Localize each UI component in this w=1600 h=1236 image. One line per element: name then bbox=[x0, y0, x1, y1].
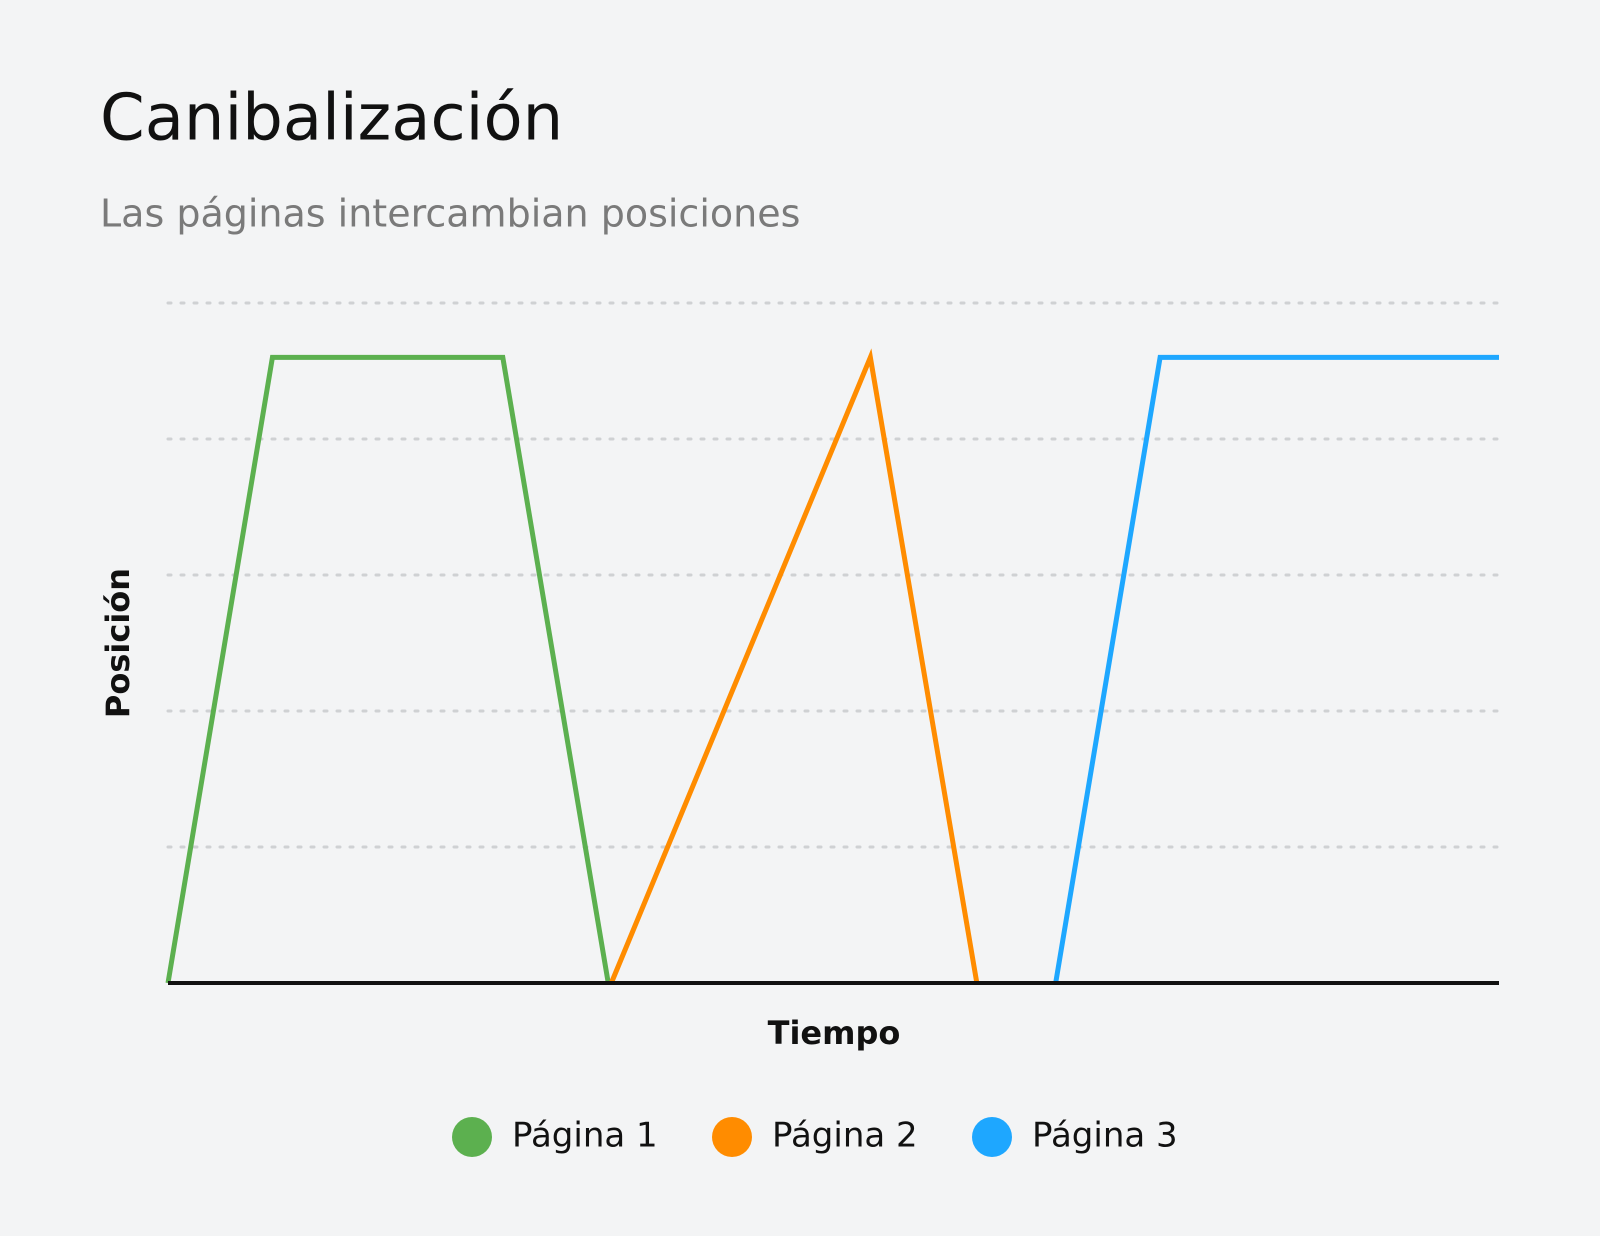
legend-swatch bbox=[972, 1117, 1012, 1157]
legend-label: Página 2 bbox=[772, 1116, 918, 1156]
x-axis-label: Tiempo bbox=[768, 1014, 901, 1052]
legend-label: Página 3 bbox=[1032, 1116, 1178, 1156]
legend-swatch bbox=[712, 1117, 752, 1157]
chart-subtitle: Las páginas intercambian posiciones bbox=[100, 192, 800, 236]
series-line bbox=[1053, 354, 1499, 984]
y-axis-label: Posición bbox=[99, 568, 137, 718]
legend-swatch bbox=[452, 1117, 492, 1157]
chart-title: Canibalización bbox=[100, 82, 563, 156]
legend-label: Página 1 bbox=[512, 1116, 658, 1156]
series-line bbox=[609, 348, 980, 984]
series-line bbox=[165, 354, 611, 984]
